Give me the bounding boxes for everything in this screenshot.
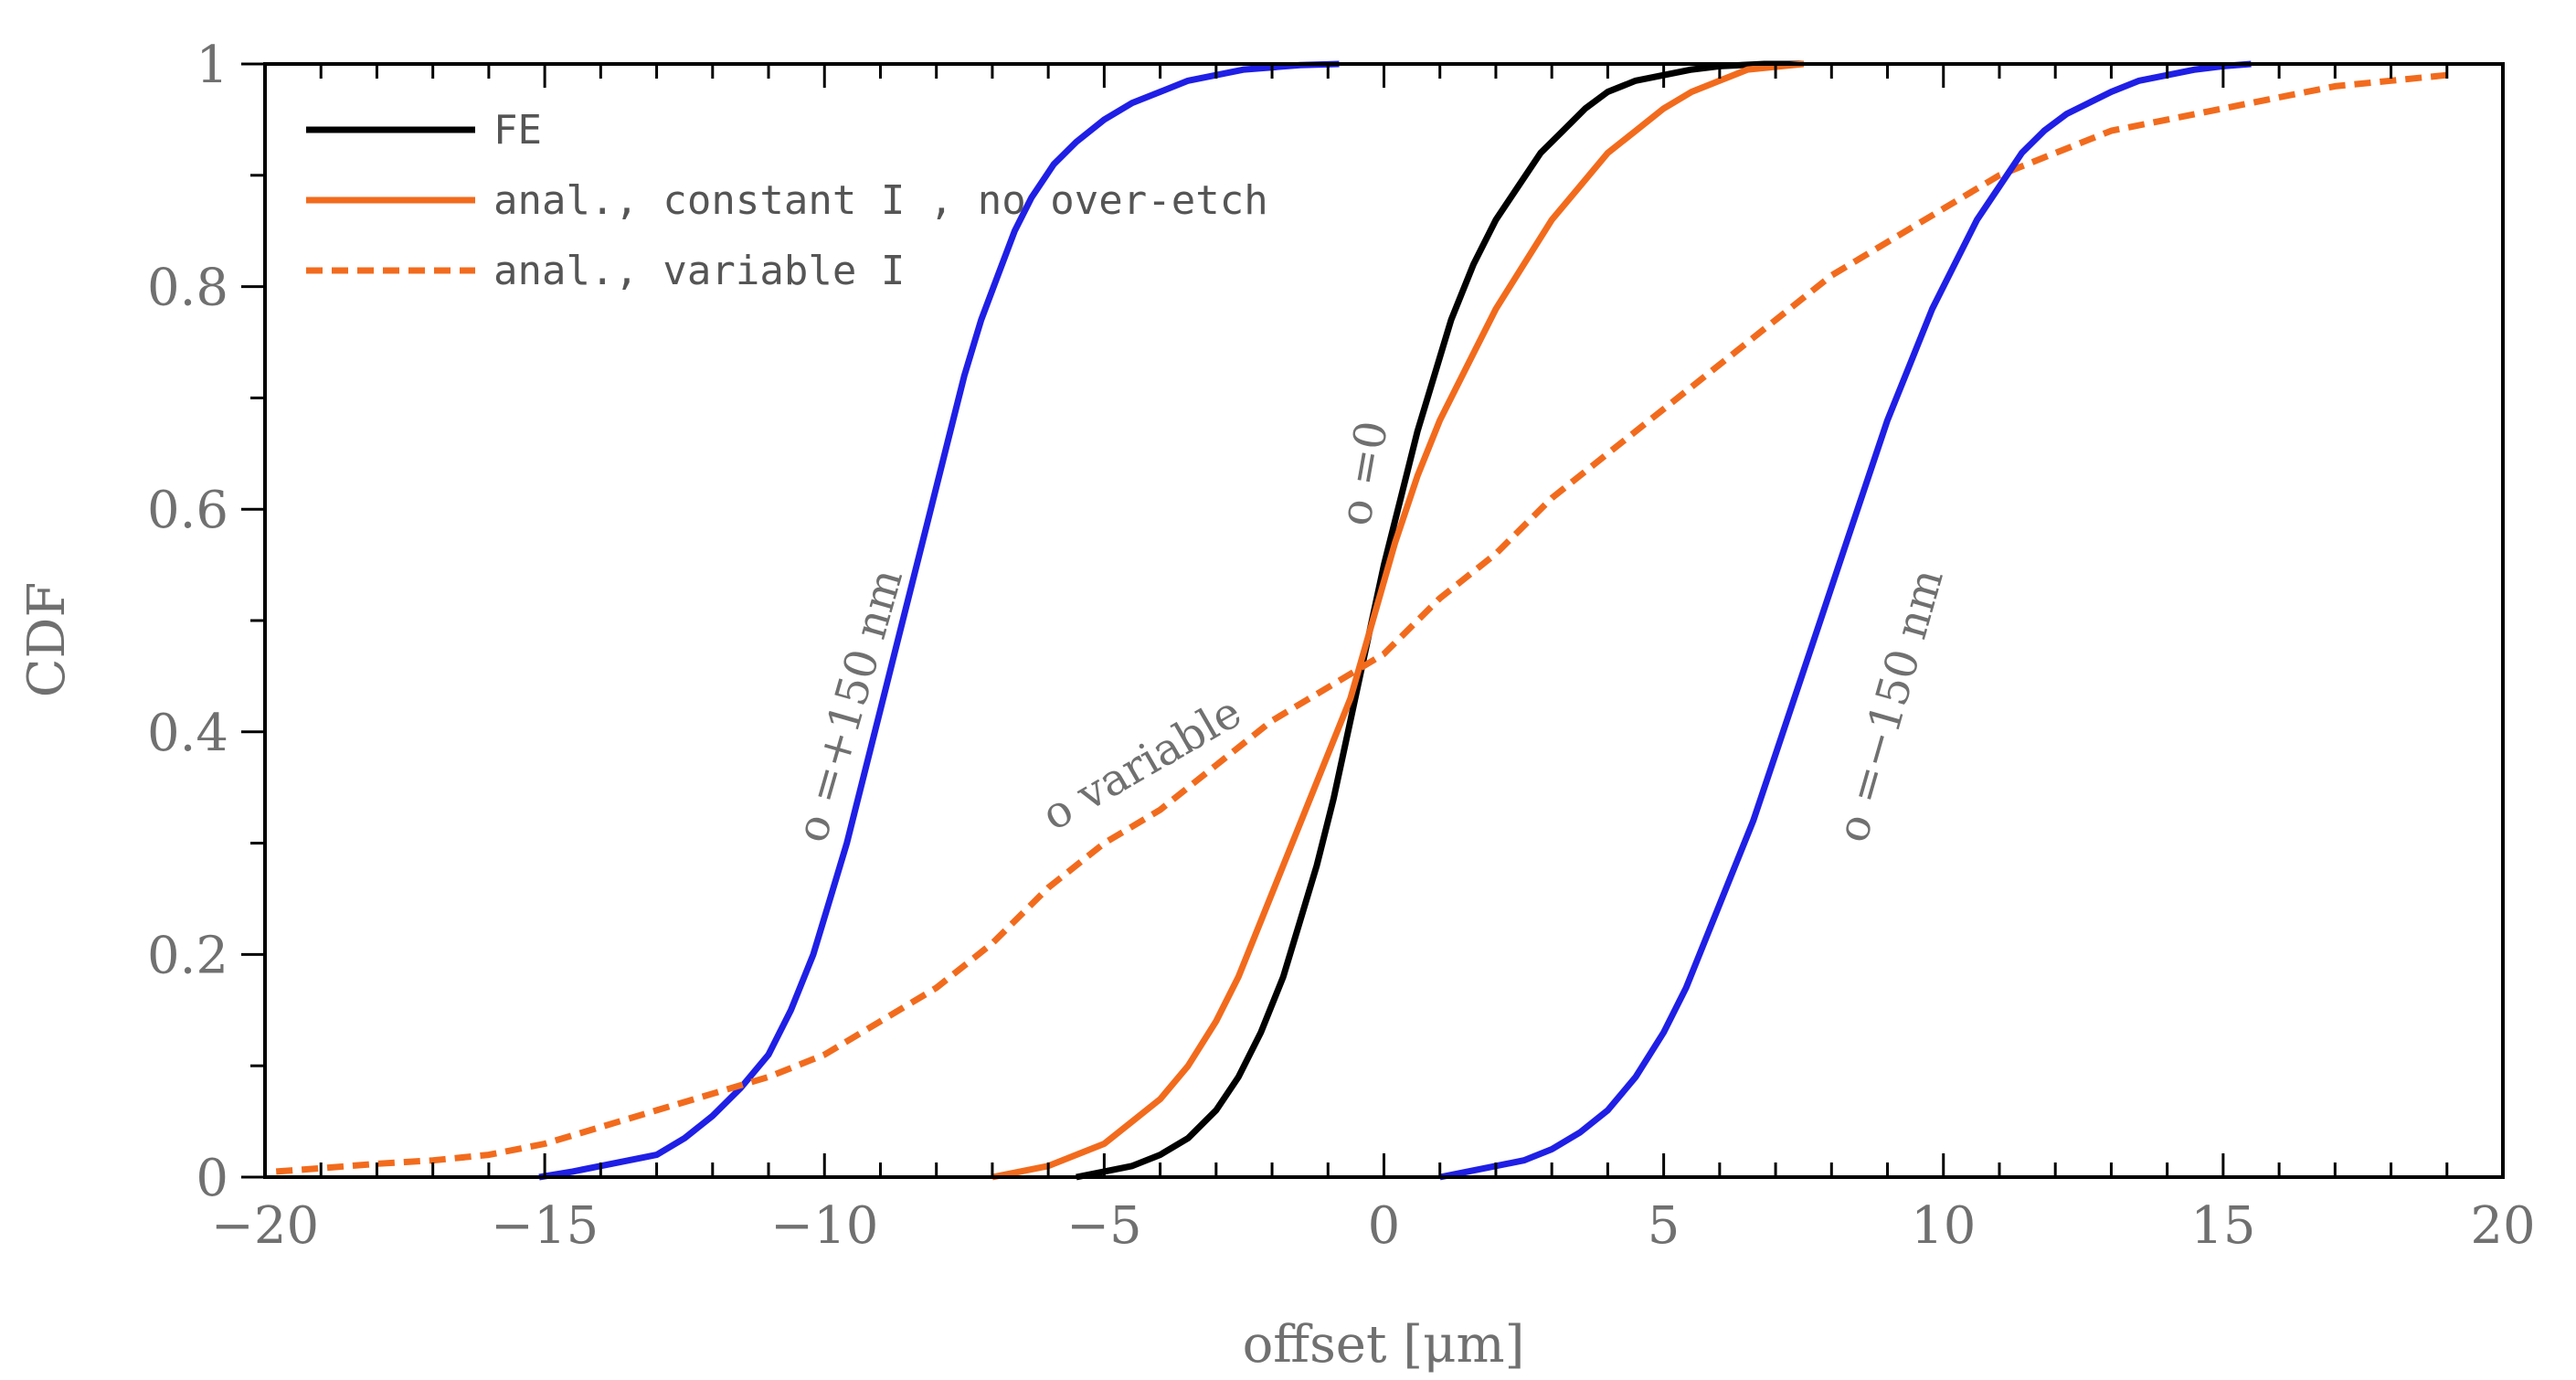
- x-tick-label: 15: [2190, 1196, 2255, 1256]
- x-tick-label: 20: [2470, 1196, 2535, 1256]
- series-line-2: [991, 60, 1805, 1181]
- legend-label: FE: [493, 107, 542, 154]
- series-line-0: [538, 60, 1340, 1181]
- series-line-1: [1076, 60, 1804, 1181]
- x-axis-title: offset [μm]: [1243, 1315, 1525, 1375]
- x-tick-label: 0: [1368, 1196, 1401, 1256]
- axes-layer: −20 −15 −10 −5 0 5 10 15 20 0 0.2 0.4 0.6 0.8 1: [147, 36, 2536, 1256]
- y-tick-label: 0: [196, 1149, 228, 1208]
- curve-annotation-2: o =0: [1330, 417, 1398, 529]
- series-line-3: [275, 71, 2448, 1175]
- y-tick-label: 0.2: [147, 926, 228, 985]
- legend: FE anal., constant I , no over-etch anal.,…: [306, 107, 1268, 294]
- y-tick-label: 0.6: [147, 481, 228, 540]
- x-tick-label: −10: [770, 1196, 878, 1256]
- x-tick-label: −15: [491, 1196, 599, 1256]
- y-tick-label: 0.4: [147, 704, 228, 763]
- x-tick-label: 10: [1911, 1196, 1976, 1256]
- y-axis-title: CDF: [17, 582, 77, 698]
- legend-label: anal., constant I , no over-etch: [493, 177, 1268, 224]
- legend-label: anal., variable I: [493, 248, 905, 294]
- curve-annotation-3: o =−150 nm: [1827, 563, 1954, 847]
- y-tick-label: 0.8: [147, 259, 228, 318]
- series-line-4: [1439, 60, 2252, 1181]
- x-tick-label: −5: [1066, 1196, 1142, 1256]
- plot-frame: [263, 62, 2505, 1179]
- series-layer: [275, 60, 2448, 1181]
- y-tick-label: 1: [196, 36, 228, 95]
- x-tick-label: 5: [1648, 1196, 1680, 1256]
- curve-annotation-0: o =+150 nm: [786, 563, 913, 847]
- x-tick-label: −20: [211, 1196, 319, 1256]
